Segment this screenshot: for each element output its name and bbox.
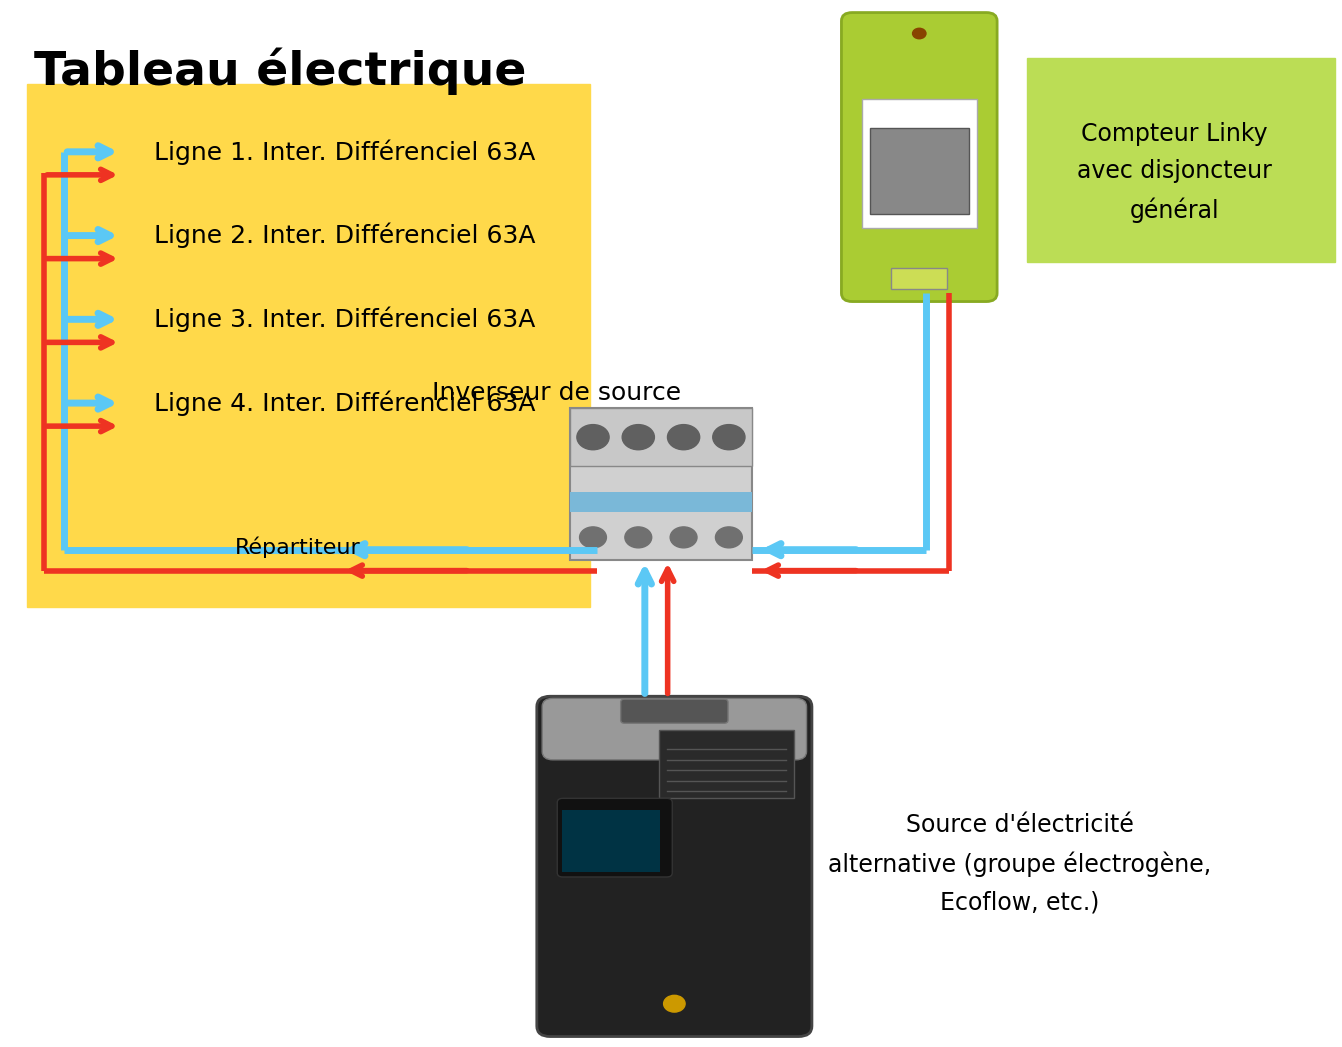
Text: Inverseur de source: Inverseur de source	[432, 381, 682, 404]
FancyBboxPatch shape	[659, 730, 793, 798]
Circle shape	[625, 527, 652, 548]
FancyBboxPatch shape	[570, 408, 752, 560]
Text: Ligne 3. Inter. Différenciel 63A: Ligne 3. Inter. Différenciel 63A	[154, 307, 535, 332]
Text: Ligne 4. Inter. Différenciel 63A: Ligne 4. Inter. Différenciel 63A	[154, 391, 535, 416]
Text: Ligne 2. Inter. Différenciel 63A: Ligne 2. Inter. Différenciel 63A	[154, 223, 535, 248]
FancyBboxPatch shape	[870, 128, 969, 214]
Circle shape	[715, 527, 742, 548]
FancyBboxPatch shape	[620, 699, 727, 723]
Circle shape	[670, 527, 696, 548]
FancyBboxPatch shape	[27, 84, 590, 607]
Circle shape	[667, 425, 699, 450]
FancyBboxPatch shape	[1027, 58, 1335, 262]
Text: Tableau électrique: Tableau électrique	[34, 47, 526, 94]
FancyBboxPatch shape	[841, 13, 997, 302]
FancyBboxPatch shape	[537, 696, 812, 1037]
Circle shape	[913, 28, 926, 39]
FancyBboxPatch shape	[562, 810, 660, 872]
FancyBboxPatch shape	[542, 698, 807, 760]
Circle shape	[663, 996, 684, 1012]
Text: Compteur Linky
avec disjoncteur
général: Compteur Linky avec disjoncteur général	[1076, 122, 1272, 223]
Circle shape	[713, 425, 745, 450]
Circle shape	[577, 425, 609, 450]
FancyBboxPatch shape	[891, 268, 947, 289]
Circle shape	[623, 425, 655, 450]
Text: Ligne 1. Inter. Différenciel 63A: Ligne 1. Inter. Différenciel 63A	[154, 139, 535, 164]
Text: Source d'électricité
alternative (groupe électrogène,
Ecoflow, etc.): Source d'électricité alternative (groupe…	[828, 814, 1212, 914]
FancyBboxPatch shape	[862, 99, 977, 228]
FancyBboxPatch shape	[557, 798, 672, 877]
FancyBboxPatch shape	[570, 408, 752, 466]
FancyBboxPatch shape	[570, 492, 752, 512]
Circle shape	[580, 527, 607, 548]
Text: Répartiteur: Répartiteur	[235, 537, 361, 558]
